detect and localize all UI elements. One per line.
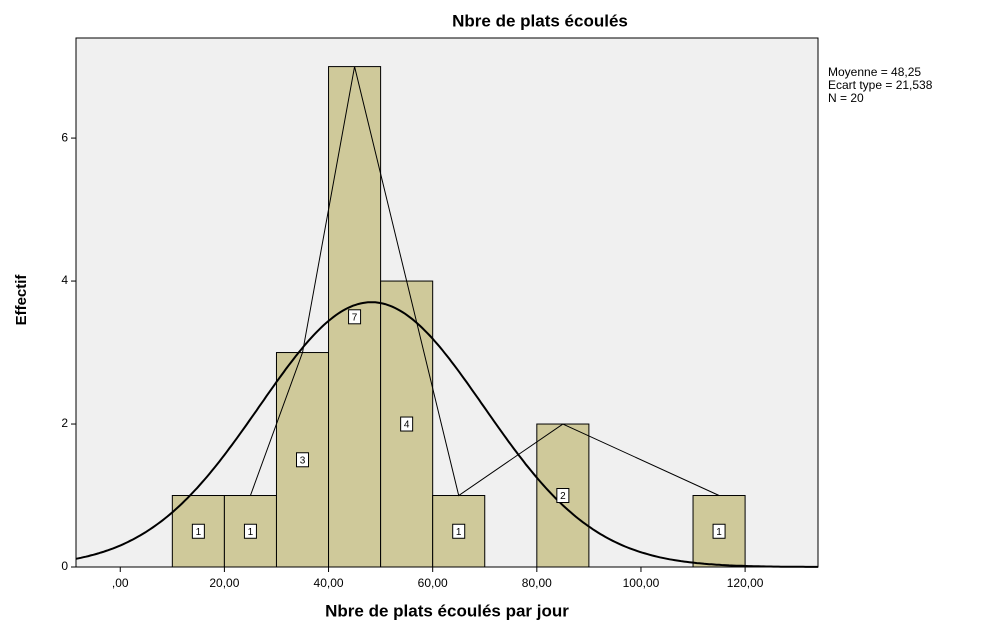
y-tick-label: 6 bbox=[61, 130, 68, 144]
x-tick-label: 60,00 bbox=[418, 576, 448, 590]
data-label-box bbox=[452, 523, 466, 539]
data-label-box bbox=[348, 309, 362, 325]
data-label: 4 bbox=[404, 420, 410, 431]
data-label-box bbox=[712, 523, 726, 539]
y-tick-label: 2 bbox=[61, 416, 68, 430]
data-label: 1 bbox=[456, 527, 462, 538]
x-tick-label: ,00 bbox=[112, 576, 129, 590]
frequency-polygon bbox=[198, 66, 720, 497]
stats-line: Moyenne = 48,25 bbox=[828, 65, 921, 79]
data-label-box bbox=[296, 452, 310, 468]
data-label: 1 bbox=[248, 527, 254, 538]
plot-area bbox=[75, 37, 819, 568]
x-tick-label: 40,00 bbox=[314, 576, 344, 590]
data-label-box bbox=[243, 523, 257, 539]
data-label-box bbox=[400, 416, 414, 432]
chart-title: Nbre de plats écoulés bbox=[452, 11, 628, 30]
x-axis-label: Nbre de plats écoulés par jour bbox=[325, 601, 569, 620]
data-label: 1 bbox=[716, 527, 722, 538]
data-label: 2 bbox=[560, 491, 566, 502]
data-label: 1 bbox=[196, 527, 202, 538]
data-label: 7 bbox=[352, 312, 358, 323]
normal-curve bbox=[75, 301, 818, 568]
x-tick-label: 100,00 bbox=[623, 576, 660, 590]
x-tick-label: 120,00 bbox=[727, 576, 764, 590]
y-tick-label: 0 bbox=[61, 559, 68, 573]
x-tick-label: 20,00 bbox=[209, 576, 239, 590]
y-axis-label: Effectif bbox=[13, 274, 30, 326]
stats-line: Ecart type = 21,538 bbox=[828, 78, 933, 92]
x-tick-label: 80,00 bbox=[522, 576, 552, 590]
data-label: 3 bbox=[300, 455, 306, 466]
data-label-box bbox=[191, 523, 205, 539]
y-tick-label: 4 bbox=[61, 273, 68, 287]
stats-line: N = 20 bbox=[828, 91, 864, 105]
data-label-box bbox=[556, 488, 570, 504]
